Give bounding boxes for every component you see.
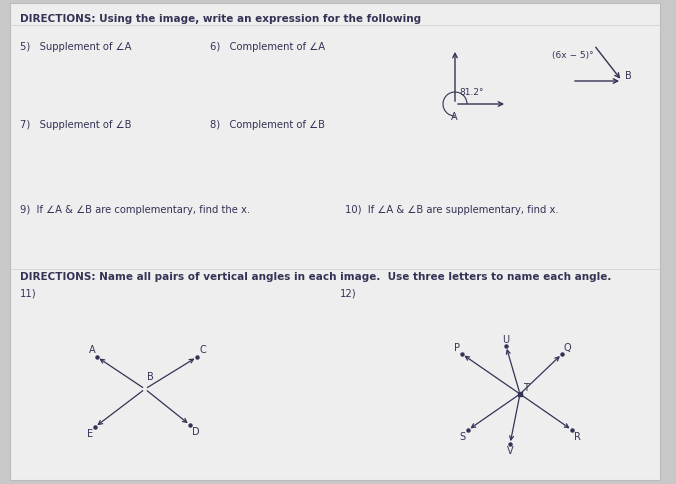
Text: 12): 12): [340, 288, 357, 298]
Text: DIRECTIONS: Using the image, write an expression for the following: DIRECTIONS: Using the image, write an ex…: [20, 14, 421, 24]
Text: V: V: [507, 445, 514, 455]
Text: B: B: [147, 371, 153, 381]
Text: C: C: [199, 344, 206, 354]
Text: E: E: [87, 428, 93, 438]
Text: A: A: [451, 112, 458, 122]
Text: 81.2°: 81.2°: [459, 88, 483, 97]
FancyBboxPatch shape: [10, 4, 660, 480]
Text: 8)   Complement of ∠B: 8) Complement of ∠B: [210, 120, 325, 130]
Text: 9)  If ∠A & ∠B are complementary, find the x.: 9) If ∠A & ∠B are complementary, find th…: [20, 205, 250, 214]
Text: P: P: [454, 342, 460, 352]
Text: 6)   Complement of ∠A: 6) Complement of ∠A: [210, 42, 325, 52]
Text: 7)   Supplement of ∠B: 7) Supplement of ∠B: [20, 120, 132, 130]
Text: U: U: [502, 334, 509, 344]
Text: 11): 11): [20, 288, 37, 298]
Text: Q: Q: [564, 342, 572, 352]
Text: 5)   Supplement of ∠A: 5) Supplement of ∠A: [20, 42, 132, 52]
Text: T: T: [523, 382, 529, 392]
Text: (6x − 5)°: (6x − 5)°: [552, 51, 594, 60]
Text: 10)  If ∠A & ∠B are supplementary, find x.: 10) If ∠A & ∠B are supplementary, find x…: [345, 205, 558, 214]
Text: R: R: [574, 431, 581, 441]
Text: D: D: [192, 426, 199, 436]
Text: S: S: [459, 431, 465, 441]
Text: A: A: [89, 344, 95, 354]
Text: DIRECTIONS: Name all pairs of vertical angles in each image.  Use three letters : DIRECTIONS: Name all pairs of vertical a…: [20, 272, 611, 281]
Text: B: B: [625, 71, 632, 81]
